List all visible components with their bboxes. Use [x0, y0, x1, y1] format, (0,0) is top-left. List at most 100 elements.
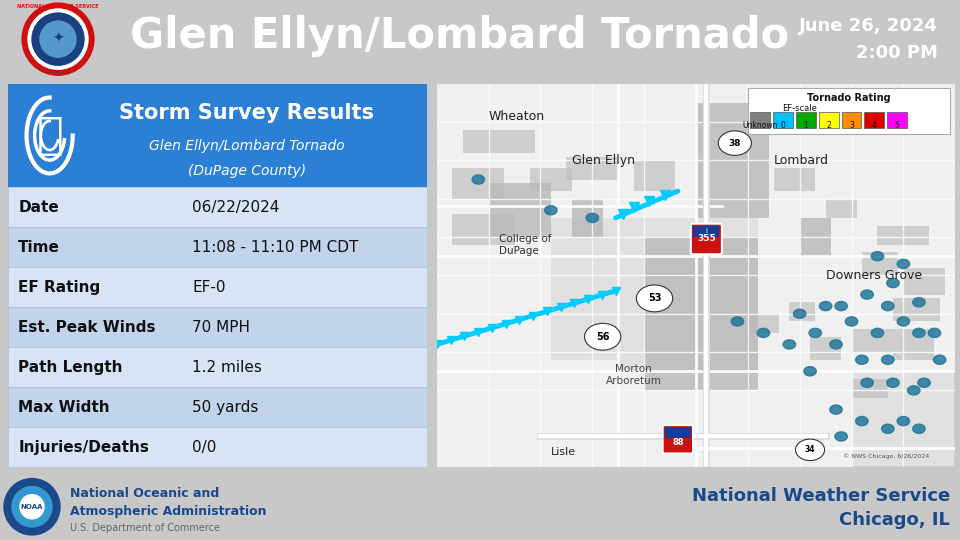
Text: 11:08 - 11:10 PM CDT: 11:08 - 11:10 PM CDT — [192, 240, 359, 255]
Text: Injuries/Deaths: Injuries/Deaths — [18, 440, 149, 455]
Bar — [819, 112, 839, 128]
Bar — [852, 379, 888, 398]
Circle shape — [732, 317, 744, 326]
Bar — [8, 387, 427, 427]
Text: Glen Ellyn: Glen Ellyn — [571, 154, 635, 167]
Text: Storm Survey Results: Storm Survey Results — [119, 103, 374, 123]
Bar — [758, 84, 955, 237]
Text: NOAA: NOAA — [21, 504, 43, 510]
Text: Downers Grove: Downers Grove — [826, 269, 922, 282]
Circle shape — [913, 328, 925, 338]
Text: Chicago, IL: Chicago, IL — [839, 511, 950, 529]
Circle shape — [933, 355, 946, 364]
Bar — [862, 252, 899, 275]
Circle shape — [907, 386, 920, 395]
Circle shape — [861, 378, 874, 387]
Bar — [8, 84, 427, 187]
Circle shape — [855, 416, 868, 426]
Bar — [842, 112, 861, 128]
Bar — [665, 427, 691, 438]
Bar — [748, 87, 950, 133]
Circle shape — [804, 367, 816, 376]
Bar — [774, 168, 815, 191]
Bar — [618, 372, 852, 467]
Text: Unknown: Unknown — [742, 121, 778, 130]
Text: Morton
Arboretum: Morton Arboretum — [606, 364, 661, 386]
Circle shape — [918, 378, 930, 387]
Bar — [437, 84, 551, 256]
Text: 0/0: 0/0 — [192, 440, 217, 455]
Text: Max Width: Max Width — [18, 400, 109, 415]
Circle shape — [22, 3, 94, 75]
Text: 88: 88 — [672, 438, 684, 447]
Text: 34: 34 — [804, 446, 815, 454]
Bar — [852, 329, 893, 352]
Text: NATIONAL WEATHER SERVICE: NATIONAL WEATHER SERVICE — [17, 4, 99, 9]
Bar — [8, 427, 427, 467]
Circle shape — [835, 301, 848, 310]
Bar — [773, 112, 793, 128]
Text: ✦: ✦ — [52, 32, 63, 46]
Circle shape — [829, 405, 842, 414]
Bar — [571, 199, 603, 237]
Text: Path Length: Path Length — [18, 360, 123, 375]
Bar — [452, 214, 515, 245]
Bar — [789, 302, 815, 321]
Bar — [8, 187, 427, 227]
Text: Time: Time — [18, 240, 60, 255]
Bar — [696, 103, 769, 218]
Text: 5: 5 — [895, 121, 900, 130]
Bar — [8, 227, 427, 267]
Bar — [8, 307, 427, 347]
Text: Est. Peak Winds: Est. Peak Winds — [18, 320, 156, 335]
Circle shape — [4, 478, 60, 535]
Text: 50 yards: 50 yards — [192, 400, 258, 415]
Circle shape — [846, 317, 857, 326]
Circle shape — [12, 487, 52, 527]
Bar — [437, 360, 618, 467]
Circle shape — [22, 3, 94, 75]
Bar — [800, 218, 830, 256]
Circle shape — [835, 432, 848, 441]
Circle shape — [585, 323, 621, 350]
Text: Tornado Rating: Tornado Rating — [807, 93, 891, 103]
Text: 1.2 miles: 1.2 miles — [192, 360, 262, 375]
Text: 4: 4 — [872, 121, 876, 130]
Text: 3: 3 — [849, 121, 854, 130]
Text: I: I — [706, 228, 708, 234]
Circle shape — [544, 206, 557, 215]
Bar — [437, 256, 551, 360]
Text: National Weather Service: National Weather Service — [692, 487, 950, 505]
Text: 2: 2 — [827, 121, 831, 130]
Circle shape — [881, 424, 894, 434]
Circle shape — [887, 378, 900, 387]
Bar — [530, 168, 571, 191]
Text: Lombard: Lombard — [774, 154, 828, 167]
Text: 38: 38 — [729, 139, 741, 147]
Circle shape — [472, 175, 485, 184]
Bar — [887, 112, 907, 128]
Circle shape — [28, 9, 88, 69]
Circle shape — [32, 13, 84, 65]
Circle shape — [794, 309, 805, 319]
Circle shape — [636, 285, 673, 312]
Circle shape — [757, 328, 770, 338]
Text: EF-0: EF-0 — [192, 280, 226, 295]
Text: National Oceanic and: National Oceanic and — [70, 487, 219, 500]
Text: Date: Date — [18, 200, 59, 215]
Circle shape — [796, 439, 825, 461]
Text: 56: 56 — [596, 332, 610, 342]
Circle shape — [718, 131, 752, 156]
FancyBboxPatch shape — [691, 224, 722, 254]
Text: 70 MPH: 70 MPH — [192, 320, 251, 335]
Bar — [644, 237, 758, 390]
Bar — [8, 267, 427, 307]
Bar — [489, 184, 551, 237]
Circle shape — [887, 279, 900, 288]
Text: (DuPage County): (DuPage County) — [188, 164, 306, 178]
Circle shape — [855, 355, 868, 364]
Bar — [796, 112, 816, 128]
Text: • • • • •: • • • • • — [46, 70, 70, 75]
Circle shape — [783, 340, 796, 349]
Circle shape — [820, 301, 831, 310]
